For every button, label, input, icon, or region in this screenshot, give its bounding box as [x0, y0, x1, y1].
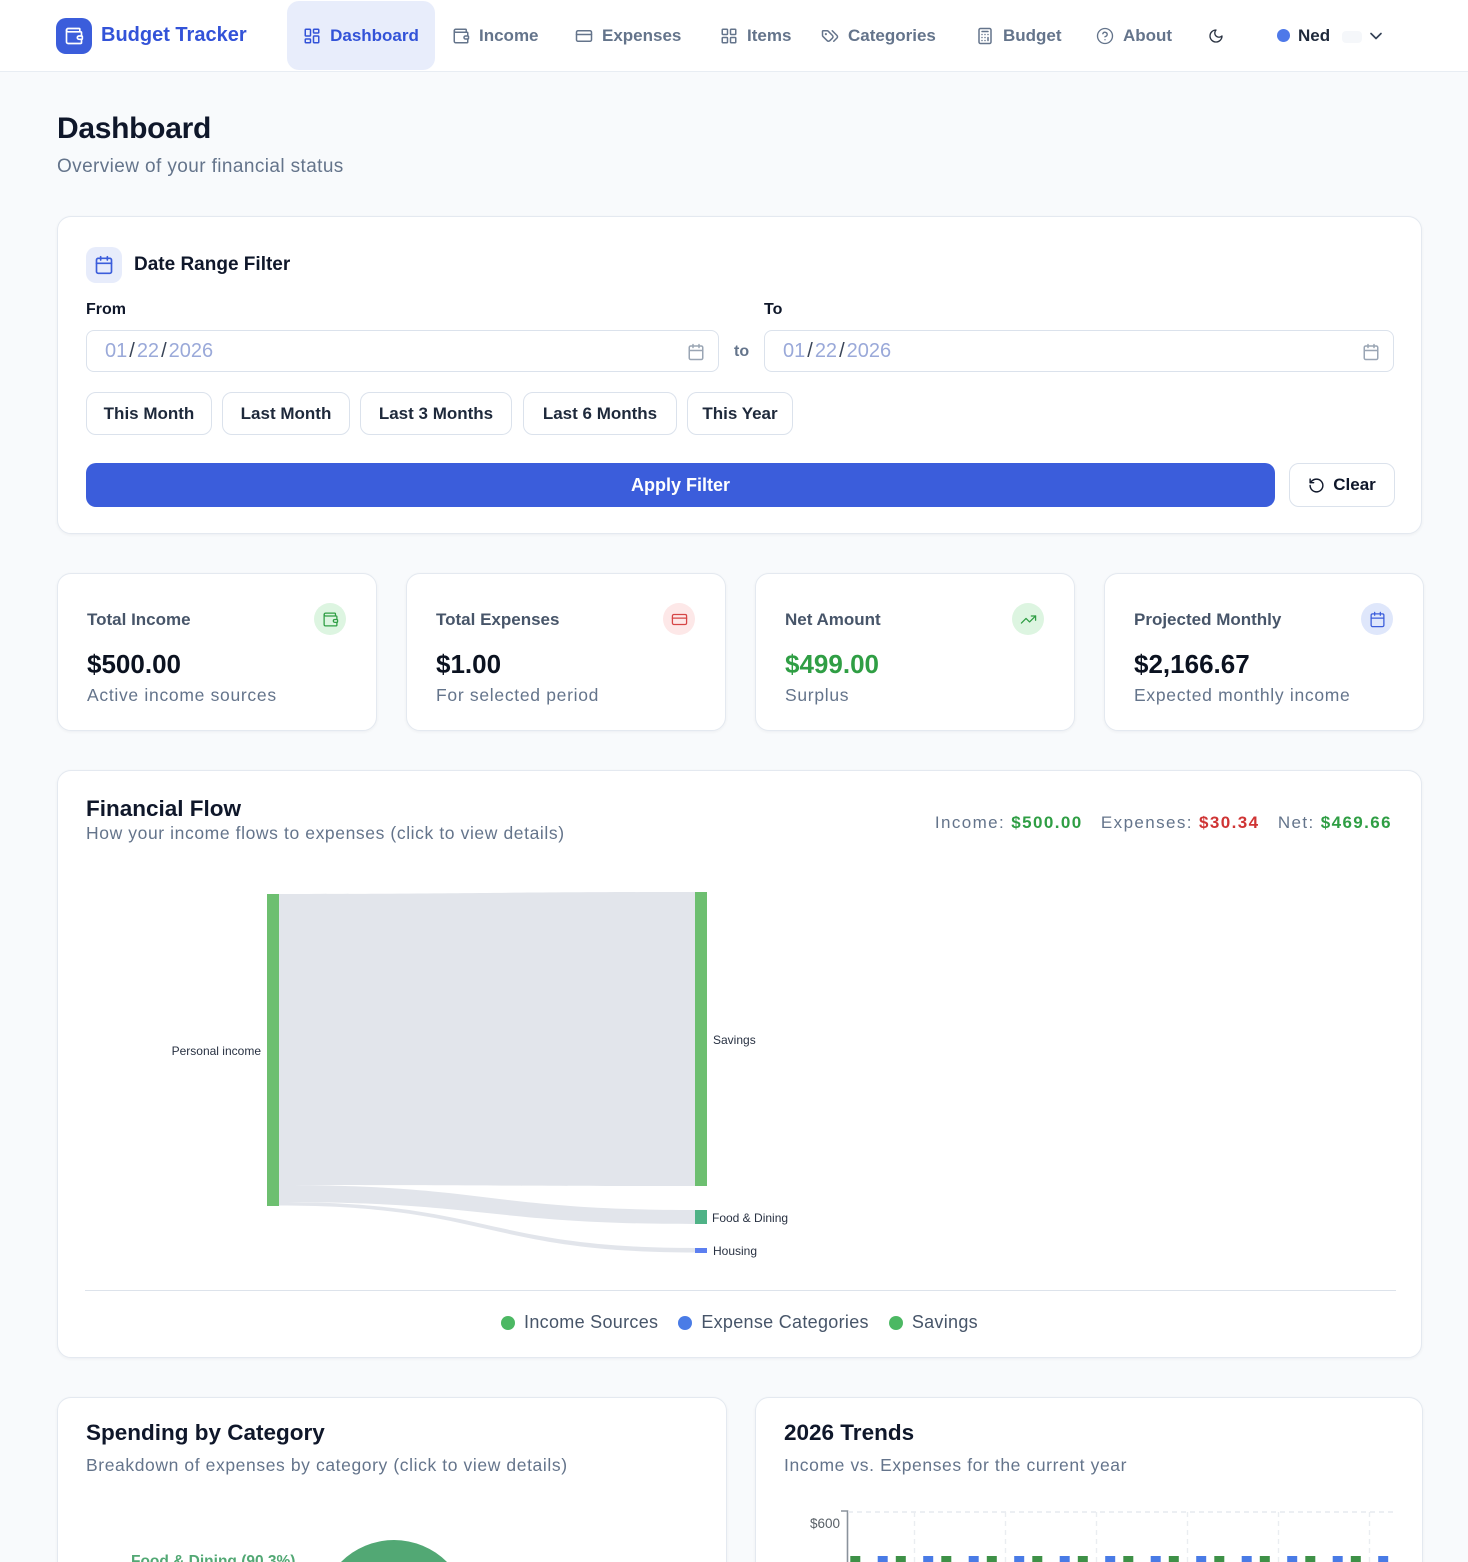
svg-text:Housing: Housing: [713, 1244, 757, 1258]
svg-text:Personal income: Personal income: [172, 1044, 262, 1058]
svg-text:Food & Dining: Food & Dining: [712, 1211, 788, 1225]
svg-text:$600: $600: [810, 1516, 840, 1531]
svg-text:Food & Dining (90.3%): Food & Dining (90.3%): [131, 1553, 295, 1562]
svg-text:Savings: Savings: [713, 1033, 756, 1047]
